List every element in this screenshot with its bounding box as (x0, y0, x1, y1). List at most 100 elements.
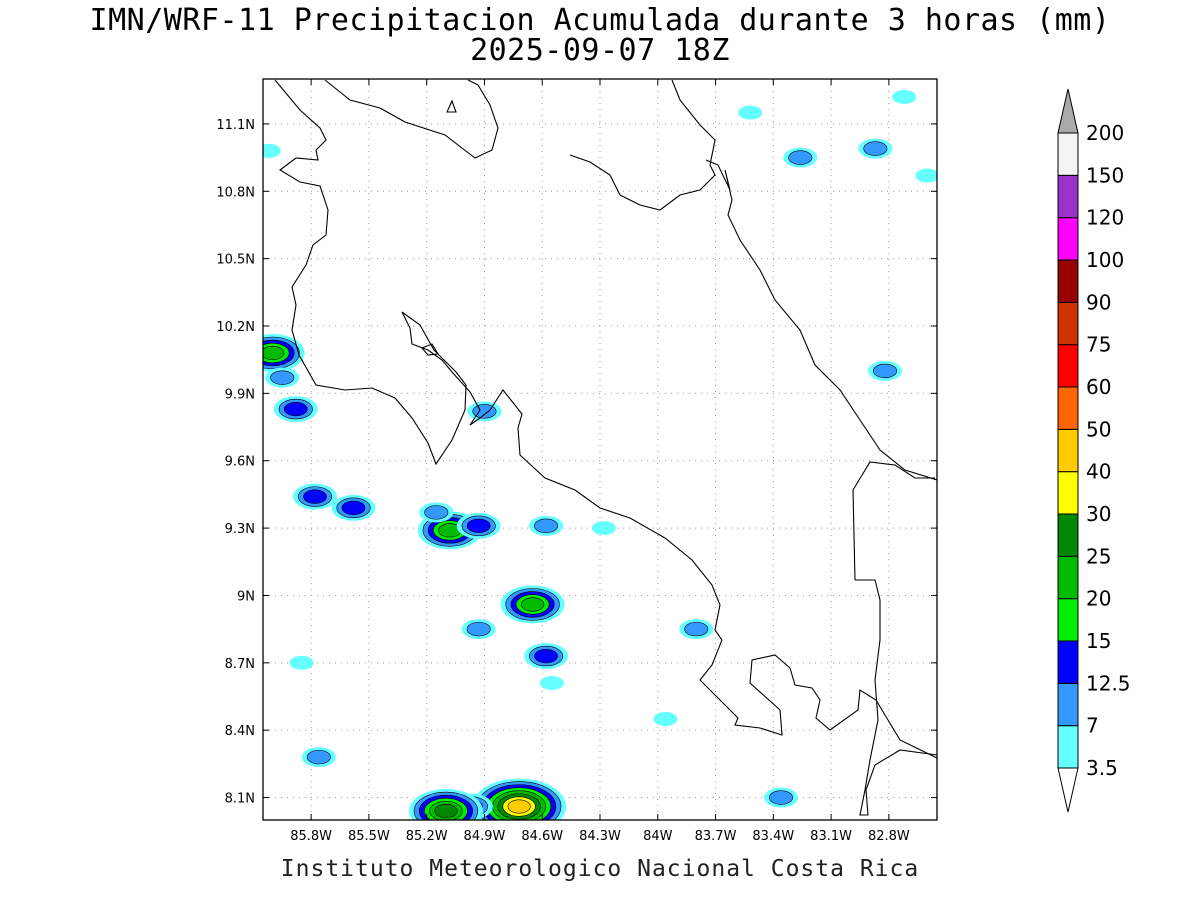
lon-tick-label: 84W (643, 829, 673, 844)
colorbar-swatch (1057, 725, 1079, 769)
precip-cell (858, 138, 893, 159)
lat-tick-label: 8.7N (225, 657, 255, 672)
lon-tick-label: 85.5W (348, 829, 390, 844)
precip-contour (306, 749, 331, 765)
colorbar-level-label: 30 (1086, 502, 1111, 526)
precip-contour (520, 597, 545, 612)
colorbar-swatch (1057, 428, 1079, 473)
precip-cell (500, 585, 565, 624)
precip-contour (466, 518, 491, 533)
precip-contour (591, 521, 616, 536)
coastline-borders (274, 79, 937, 816)
precip-contour (684, 621, 709, 637)
precip-contour (263, 345, 285, 360)
precip-cell (301, 747, 336, 768)
lat-tick-label: 8.4N (225, 724, 255, 739)
precip-contour (283, 401, 308, 417)
precip-contour (466, 621, 491, 637)
precip-cell (679, 619, 714, 640)
colorbar-swatch (1057, 640, 1079, 684)
lon-tick-label: 83.4W (752, 829, 794, 844)
colorbar-swatch (1057, 217, 1079, 261)
precip-contour (539, 676, 564, 691)
precip-cell (783, 147, 818, 168)
lon-tick-label: 84.3W (579, 829, 621, 844)
lat-tick-label: 10.2N (216, 320, 255, 335)
lon-tick-label: 83.1W (810, 829, 852, 844)
precip-contour (303, 489, 327, 504)
precip-cell (263, 143, 281, 158)
precip-cell (265, 367, 300, 388)
precip-contour (434, 803, 458, 819)
lat-tick-label: 9N (237, 589, 255, 604)
lon-tick-label: 83.7W (695, 829, 737, 844)
colorbar-level-label: 90 (1086, 290, 1111, 314)
precip-cell (653, 711, 678, 726)
precip-cell (419, 502, 454, 523)
precip-cell (408, 789, 483, 820)
precip-cell (892, 89, 917, 104)
colorbar-swatch (1057, 471, 1079, 515)
latitude-axis: 11.1N 10.8N 10.5N 10.2N 9.9N 9.6N 9.3N 9N 8.7N 8.… (216, 118, 937, 807)
lat-tick-label: 8.1N (225, 792, 255, 807)
precip-contour (534, 648, 558, 664)
map-frame (262, 78, 938, 821)
footer-credit: Instituto Meteorologico Nacional Costa R… (280, 856, 920, 882)
lon-tick-label: 85.8W (290, 829, 332, 844)
precip-cell (524, 643, 569, 670)
precip-cell (263, 333, 305, 372)
colorbar-swatch (1057, 344, 1079, 388)
colorbar-swatch (1057, 513, 1079, 557)
precip-contour (915, 168, 937, 183)
precip-cell (868, 360, 903, 381)
colorbar-level-label: 12.5 (1086, 671, 1131, 695)
colorbar-level-label: 40 (1086, 460, 1111, 484)
lon-tick-label: 84.9W (464, 829, 506, 844)
colorbar-swatch (1057, 386, 1079, 430)
colorbar-swatch (1057, 259, 1079, 303)
colorbar-level-label: 7 (1086, 714, 1099, 738)
colorbar-swatch (1057, 301, 1079, 346)
precip-cell (738, 105, 763, 120)
colorbar-level-label: 15 (1086, 629, 1111, 653)
map-grid (263, 79, 937, 820)
precip-cell (467, 401, 502, 422)
colorbar-swatch (1057, 132, 1079, 176)
precip-contour (507, 799, 531, 814)
map-title: IMN/WRF-11 Precipitacion Acumulada duran… (89, 3, 1111, 38)
precip-contour (289, 655, 314, 670)
precip-cell (456, 512, 501, 539)
precip-contour (738, 105, 763, 120)
colorbar-level-label: 60 (1086, 375, 1111, 399)
precip-contour (270, 370, 295, 385)
colorbar-swatch (1057, 682, 1079, 727)
precip-cell (289, 655, 314, 670)
precip-contour (534, 518, 559, 534)
colorbar-swatch (1057, 555, 1079, 600)
precip-contour (263, 143, 281, 158)
colorbar-swatch (1057, 174, 1079, 219)
precip-cell (529, 515, 564, 536)
colorbar-level-label: 100 (1086, 248, 1124, 272)
colorbar-level-label: 50 (1086, 417, 1111, 441)
colorbar-legend: 3.5 7 12.5 15 20 25 30 40 50 60 75 90 100 120 150 200 (1057, 88, 1131, 813)
precip-contour (424, 505, 449, 520)
lat-tick-label: 10.8N (216, 185, 255, 200)
precip-cell (273, 396, 318, 423)
colorbar-level-label: 75 (1086, 333, 1111, 357)
precip-cell (472, 778, 567, 820)
precip-contour (653, 711, 678, 726)
lat-tick-label: 10.5N (216, 253, 255, 268)
precip-cell (591, 521, 616, 536)
colorbar-level-label: 25 (1086, 544, 1111, 568)
lat-tick-label: 9.3N (225, 522, 255, 537)
longitude-axis: 85.8W 85.5W 85.2W 84.9W 84.6W 84.3W 84W 83.7W 83… (290, 79, 910, 844)
precip-cell (764, 787, 799, 808)
precip-contour (788, 150, 813, 165)
lat-tick-label: 9.9N (225, 387, 255, 402)
precip-contour (863, 141, 888, 156)
precip-contour (341, 500, 366, 515)
colorbar-level-label: 200 (1086, 121, 1124, 145)
precip-cell (915, 168, 937, 183)
